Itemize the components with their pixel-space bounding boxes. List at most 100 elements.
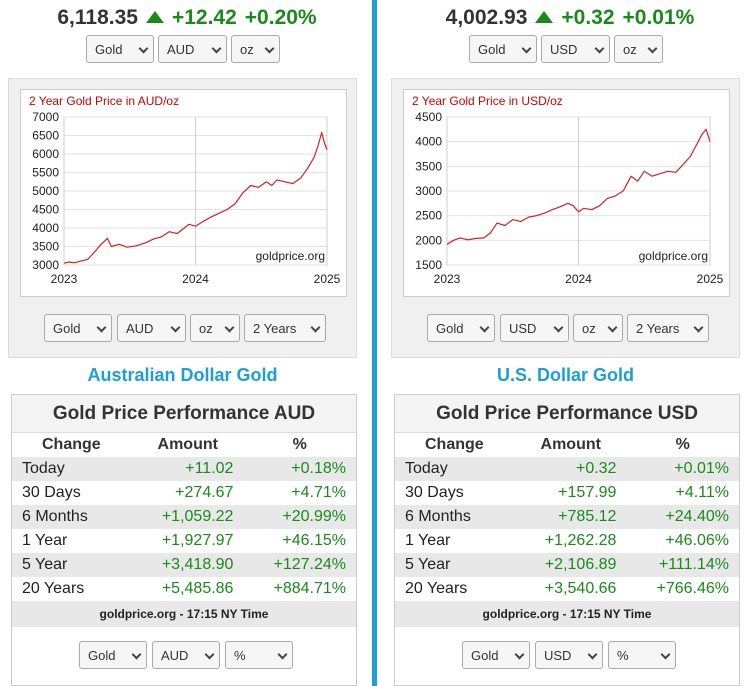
chevron-down-icon [264, 43, 275, 54]
chevron-down-icon [693, 322, 704, 333]
select-value: AUD [126, 321, 154, 336]
y-tick-label: 3000 [32, 258, 59, 272]
usd-currency-select[interactable]: USD [541, 35, 610, 63]
usd-bottom-currency-select[interactable]: USD [535, 641, 603, 669]
row-name: Today [12, 457, 133, 481]
x-tick-label: 2025 [314, 272, 341, 286]
row-amount: +3,418.90 [132, 553, 244, 577]
chevron-down-icon [224, 322, 235, 333]
usd-section-title: U.S. Dollar Gold [496, 365, 634, 385]
aud-bottom-currency-select[interactable]: AUD [152, 641, 220, 669]
aud-timestamp: goldprice.org - 17:15 NY Time [12, 601, 356, 627]
chevron-down-icon [96, 322, 107, 333]
usd-change: +0.32 [561, 6, 615, 29]
select-value: % [617, 648, 629, 663]
aud-section-title: Australian Dollar Gold [87, 365, 278, 385]
usd-price: 4,002.93 [445, 6, 528, 29]
aud-currency-select[interactable]: AUD [158, 35, 227, 63]
aud-panel: 6,118.35 +12.42 +0.20% Gold AUD oz 7000 650… [8, 0, 366, 686]
y-tick-label: 6500 [32, 129, 59, 143]
chevron-down-icon [594, 43, 605, 54]
aud-metal-select[interactable]: Gold [86, 35, 154, 63]
aud-chart-range-select[interactable]: 2 Years [244, 314, 326, 342]
chevron-down-icon [479, 322, 490, 333]
panel-divider [372, 0, 377, 686]
y-tick-label: 1500 [415, 258, 442, 272]
row-name: 5 Year [12, 553, 133, 577]
table-row: 6 Months +785.12 +24.40% [395, 505, 739, 529]
row-amount: +5,485.86 [161, 580, 234, 597]
y-tick-label: 4000 [415, 135, 442, 149]
select-value: oz [240, 42, 254, 57]
usd-chart-unit-select[interactable]: oz [573, 314, 623, 342]
aud-bottom-mode-select[interactable]: % [225, 641, 293, 669]
table-row: 1 Year +1,927.97 +46.15% [12, 529, 356, 553]
price-series-line [446, 128, 711, 245]
chevron-down-icon [310, 322, 321, 333]
aud-performance-title: Gold Price Performance AUD [12, 395, 356, 433]
select-value: Gold [53, 321, 81, 336]
select-value: USD [544, 648, 572, 663]
aud-performance-table: Gold Price Performance AUD Change Amount… [11, 394, 357, 686]
row-name: Today [395, 457, 516, 481]
aud-chart-currency-select[interactable]: AUD [117, 314, 186, 342]
usd-chart-card: 4500 4000 3500 3000 2500 2000 1500 2023 2024 2025… [391, 78, 740, 358]
table-row: 20 Years +5,485.86 +884.71% [12, 577, 356, 601]
row-amount: +785.12 [515, 505, 627, 529]
aud-price: 6,118.35 [57, 6, 138, 29]
aud-chart-metal-select[interactable]: Gold [44, 314, 112, 342]
header-amount: Amount [540, 436, 601, 453]
price-series-line [63, 131, 328, 264]
row-amount: +0.32 [515, 457, 627, 481]
usd-metal-select[interactable]: Gold [469, 35, 537, 63]
usd-panel: 4,002.93 +0.32 +0.01% Gold USD oz 4500 4000… [391, 0, 749, 686]
row-percent: +24.40% [626, 505, 739, 529]
row-amount: +1,059.22 [132, 505, 244, 529]
y-tick-label: 4500 [415, 110, 442, 124]
aud-unit-select[interactable]: oz [231, 35, 280, 63]
row-amount: +157.99 [558, 484, 617, 501]
row-percent: +20.99% [243, 505, 356, 529]
y-tick-label: 2500 [415, 209, 442, 223]
header-percent: % [675, 436, 690, 453]
usd-chart-metal-select[interactable]: Gold [427, 314, 495, 342]
x-tick-label: 2023 [434, 272, 461, 286]
header-amount: Amount [157, 436, 218, 453]
row-amount: +2,106.89 [515, 553, 627, 577]
aud-price-header: 6,118.35 +12.42 +0.20% [8, 6, 366, 32]
x-tick-label: 2024 [565, 272, 592, 286]
aud-chart-card: 7000 6500 6000 5500 5000 4500 4000 3500 3000 2023… [8, 78, 357, 358]
row-percent: +46.06% [665, 532, 729, 549]
usd-chart-range-select[interactable]: 2 Years [627, 314, 709, 342]
usd-unit-select[interactable]: oz [614, 35, 663, 63]
row-amount: +1,262.28 [544, 532, 617, 549]
row-name: 6 Months [12, 505, 133, 529]
aud-chart-unit-select[interactable]: oz [190, 314, 240, 342]
row-percent: +4.71% [291, 484, 346, 501]
usd-bottom-mode-select[interactable]: % [608, 641, 676, 669]
usd-chart-currency-select[interactable]: USD [500, 314, 569, 342]
table-row: 5 Year +3,418.90 +127.24% [12, 553, 356, 577]
chevron-down-icon [170, 322, 181, 333]
header-change: Change [425, 436, 484, 453]
chevron-down-icon [211, 43, 222, 54]
select-value: Gold [436, 321, 464, 336]
y-tick-label: 3500 [415, 159, 442, 173]
select-value: oz [199, 321, 213, 336]
select-value: oz [582, 321, 596, 336]
header-percent: % [292, 436, 307, 453]
up-arrow-icon [145, 10, 164, 23]
row-name: 30 Days [405, 484, 464, 501]
row-name: 30 Days [22, 484, 81, 501]
row-percent: +111.14% [626, 553, 739, 577]
table-row: 20 Years +3,540.66 +766.46% [395, 577, 739, 601]
usd-bottom-metal-select[interactable]: Gold [462, 641, 530, 669]
chart-title: 2 Year Gold Price in USD/oz [412, 94, 563, 108]
table-row: Today +11.02 +0.18% [12, 457, 356, 481]
row-amount: +1,927.97 [161, 532, 234, 549]
aud-bottom-metal-select[interactable]: Gold [79, 641, 147, 669]
y-tick-label: 3000 [415, 184, 442, 198]
x-tick-label: 2023 [51, 272, 78, 286]
chevron-down-icon [607, 322, 618, 333]
aud-change: +12.42 [171, 6, 237, 29]
